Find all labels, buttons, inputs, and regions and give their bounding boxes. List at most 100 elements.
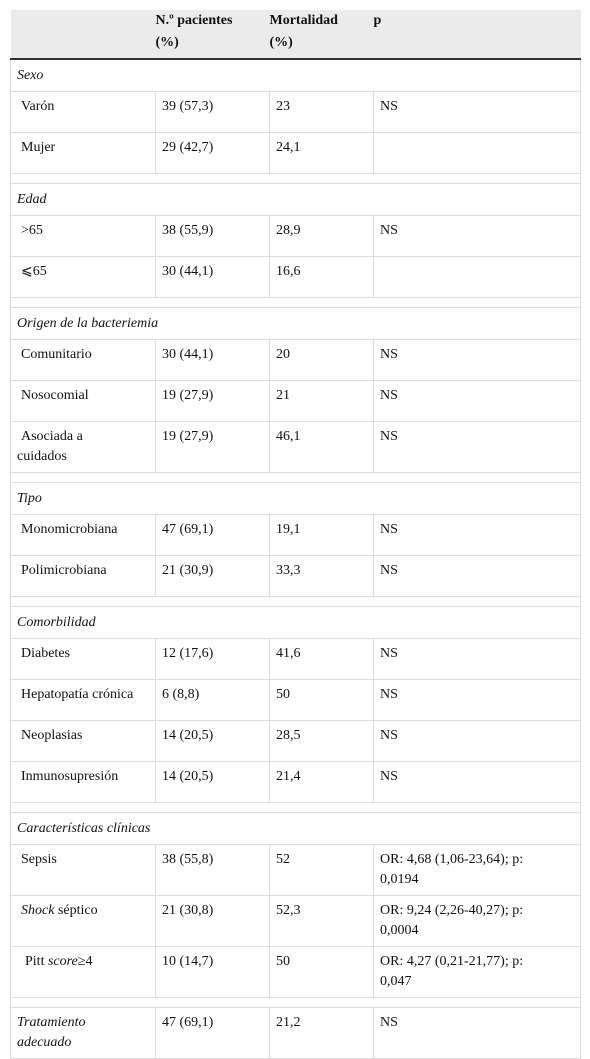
row-patients: 38 (55,8) [155,844,270,896]
table-row: >65 38 (55,9) 28,9 NS [10,215,581,257]
section-title-sexo: Sexo [10,59,581,92]
row-p: OR: 4,27 (0,21-21,77); p: 0,047 [373,946,581,998]
row-mortality: 21,2 [269,1007,374,1059]
row-p-line2: 0,0004 [380,923,419,938]
row-patients: 39 (57,3) [155,91,270,133]
row-patients: 10 (14,7) [155,946,270,998]
row-label: Sepsis [10,844,156,896]
row-mortality: 52 [269,844,374,896]
header-row: N.º pacientes (%) Mortalidad (%) p [10,10,581,60]
row-p-line2: 0,0194 [380,872,419,887]
row-patients: 21 (30,8) [155,895,270,947]
table-row: Tratamiento adecuado 47 (69,1) 21,2 NS [10,1007,581,1059]
row-p-line1: OR: 4,68 (1,06-23,64); p: [380,852,524,867]
table-row: Nosocomial 19 (27,9) 21 NS [10,380,581,422]
row-p-line1: OR: 9,24 (2,26-40,27); p: [380,903,524,918]
spacer-row [10,472,581,483]
table-row: Polimicrobiana 21 (30,9) 33,3 NS [10,555,581,597]
table-row: Shock séptico 21 (30,8) 52,3 OR: 9,24 (2… [10,895,581,947]
row-p: NS [373,339,581,381]
row-label: Mujer [10,132,156,174]
row-patients: 19 (27,9) [155,421,270,473]
row-p: NS [373,380,581,422]
row-label: Shock séptico [10,895,156,947]
table-row: Monomicrobiana 47 (69,1) 19,1 NS [10,514,581,556]
row-label: Tratamiento adecuado [10,1007,156,1059]
row-p: OR: 9,24 (2,26-40,27); p: 0,0004 [373,895,581,947]
row-label: Pitt score≥4 [10,946,156,998]
table-row: Sepsis 38 (55,8) 52 OR: 4,68 (1,06-23,64… [10,844,581,896]
row-p-line1: OR: 4,27 (0,21-21,77); p: [380,954,524,969]
spacer-row [10,173,581,184]
results-table: N.º pacientes (%) Mortalidad (%) p Sexo … [10,10,581,1059]
section-row: Características clínicas [10,812,581,845]
row-p: OR: 4,68 (1,06-23,64); p: 0,0194 [373,844,581,896]
section-title-origen: Origen de la bacteriemia [10,307,581,340]
section-title-comorbilidad: Comorbilidad [10,606,581,639]
section-row: Origen de la bacteriemia [10,307,581,340]
header-patients-line1: N.º pacientes [155,13,233,28]
row-label: Diabetes [10,638,156,680]
row-label: Varón [10,91,156,133]
header-col-mortality: Mortalidad (%) [269,10,374,60]
header-patients-line2: (%) [155,35,179,50]
row-label: Neoplasias [10,720,156,762]
row-label-line2: cuidados [17,449,67,464]
table-row: Pitt score≥4 10 (14,7) 50 OR: 4,27 (0,21… [10,946,581,998]
row-mortality: 21,4 [269,761,374,803]
results-table-container: N.º pacientes (%) Mortalidad (%) p Sexo … [10,10,581,1059]
row-p: NS [373,514,581,556]
row-mortality: 21 [269,380,374,422]
row-p: NS [373,638,581,680]
row-label: >65 [10,215,156,257]
row-p: NS [373,91,581,133]
table-row: ⩽65 30 (44,1) 16,6 [10,256,581,298]
spacer-row [10,802,581,813]
section-row: Tipo [10,482,581,515]
header-mortality-line1: Mortalidad [269,13,338,28]
row-patients: 14 (20,5) [155,761,270,803]
row-mortality: 24,1 [269,132,374,174]
row-patients: 21 (30,9) [155,555,270,597]
header-mortality-line2: (%) [269,35,293,50]
spacer-row [10,297,581,308]
row-p: NS [373,679,581,721]
row-mortality: 28,9 [269,215,374,257]
table-row: Mujer 29 (42,7) 24,1 [10,132,581,174]
row-label: Polimicrobiana [10,555,156,597]
row-p: NS [373,761,581,803]
section-title-clinicas: Características clínicas [10,812,581,845]
table-row: Neoplasias 14 (20,5) 28,5 NS [10,720,581,762]
row-patients: 47 (69,1) [155,514,270,556]
row-p: NS [373,215,581,257]
row-label: Monomicrobiana [10,514,156,556]
table-row: Varón 39 (57,3) 23 NS [10,91,581,133]
row-mortality: 19,1 [269,514,374,556]
row-p: NS [373,421,581,473]
row-mortality: 52,3 [269,895,374,947]
row-p-line2: 0,047 [380,974,412,989]
row-p: NS [373,555,581,597]
row-patients: 14 (20,5) [155,720,270,762]
header-col-label [10,10,156,60]
row-patients: 30 (44,1) [155,256,270,298]
row-mortality: 46,1 [269,421,374,473]
row-label: Comunitario [10,339,156,381]
section-row: Sexo [10,59,581,92]
row-mortality: 50 [269,679,374,721]
row-patients: 19 (27,9) [155,380,270,422]
row-mortality: 50 [269,946,374,998]
section-title-edad: Edad [10,183,581,216]
section-row: Comorbilidad [10,606,581,639]
spacer-row [10,997,581,1008]
row-label: ⩽65 [10,256,156,298]
row-label: Nosocomial [10,380,156,422]
section-row: Edad [10,183,581,216]
row-label-line2: adecuado [17,1035,72,1050]
row-patients: 30 (44,1) [155,339,270,381]
row-p: NS [373,1007,581,1059]
row-label: Asociada a cuidados [10,421,156,473]
table-row: Diabetes 12 (17,6) 41,6 NS [10,638,581,680]
row-patients: 6 (8,8) [155,679,270,721]
row-mortality: 33,3 [269,555,374,597]
